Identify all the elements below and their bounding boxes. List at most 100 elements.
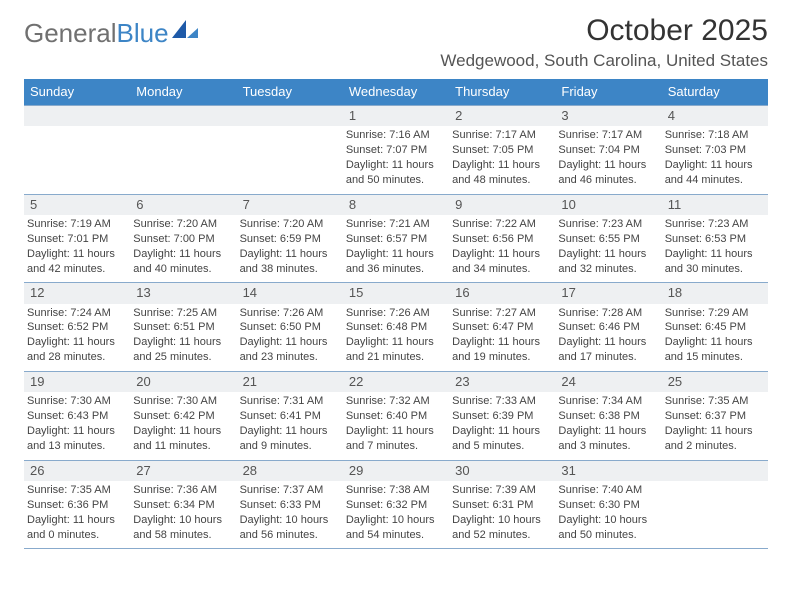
sunrise-text: Sunrise: 7:34 AM (558, 394, 659, 409)
sunrise-text: Sunrise: 7:20 AM (240, 217, 341, 232)
sunset-text: Sunset: 6:32 PM (346, 498, 447, 513)
sunset-text: Sunset: 6:59 PM (240, 232, 341, 247)
day-cell: 7Sunrise: 7:20 AMSunset: 6:59 PMDaylight… (237, 195, 343, 283)
weekday-header: Monday (130, 79, 236, 105)
daylight-text-line1: Daylight: 11 hours (452, 158, 553, 173)
sunset-text: Sunset: 6:31 PM (452, 498, 553, 513)
day-number: 24 (555, 372, 661, 392)
sunset-text: Sunset: 6:30 PM (558, 498, 659, 513)
daylight-text-line1: Daylight: 11 hours (27, 247, 128, 262)
day-cell: 20Sunrise: 7:30 AMSunset: 6:42 PMDayligh… (130, 372, 236, 460)
day-details: Sunrise: 7:23 AMSunset: 6:53 PMDaylight:… (662, 215, 768, 278)
daylight-text-line1: Daylight: 11 hours (346, 335, 447, 350)
day-details: Sunrise: 7:35 AMSunset: 6:36 PMDaylight:… (24, 481, 130, 544)
daylight-text-line2: and 38 minutes. (240, 262, 341, 277)
sunset-text: Sunset: 6:48 PM (346, 320, 447, 335)
day-number: 19 (24, 372, 130, 392)
day-details: Sunrise: 7:23 AMSunset: 6:55 PMDaylight:… (555, 215, 661, 278)
daylight-text-line2: and 7 minutes. (346, 439, 447, 454)
sunset-text: Sunset: 6:36 PM (27, 498, 128, 513)
day-number: 9 (449, 195, 555, 215)
day-number: 27 (130, 461, 236, 481)
sunrise-text: Sunrise: 7:17 AM (558, 128, 659, 143)
sunrise-text: Sunrise: 7:31 AM (240, 394, 341, 409)
daylight-text-line2: and 48 minutes. (452, 173, 553, 188)
sunrise-text: Sunrise: 7:24 AM (27, 306, 128, 321)
day-details: Sunrise: 7:22 AMSunset: 6:56 PMDaylight:… (449, 215, 555, 278)
sunrise-text: Sunrise: 7:19 AM (27, 217, 128, 232)
day-number: 4 (662, 106, 768, 126)
sunset-text: Sunset: 7:04 PM (558, 143, 659, 158)
day-details: Sunrise: 7:30 AMSunset: 6:43 PMDaylight:… (24, 392, 130, 455)
daylight-text-line1: Daylight: 11 hours (558, 335, 659, 350)
day-cell: 15Sunrise: 7:26 AMSunset: 6:48 PMDayligh… (343, 283, 449, 371)
day-number: 28 (237, 461, 343, 481)
day-cell: 26Sunrise: 7:35 AMSunset: 6:36 PMDayligh… (24, 461, 130, 549)
day-number-empty (24, 106, 130, 126)
sunrise-text: Sunrise: 7:16 AM (346, 128, 447, 143)
sunset-text: Sunset: 6:43 PM (27, 409, 128, 424)
daylight-text-line2: and 50 minutes. (346, 173, 447, 188)
sunrise-text: Sunrise: 7:21 AM (346, 217, 447, 232)
sunrise-text: Sunrise: 7:30 AM (133, 394, 234, 409)
sunset-text: Sunset: 6:37 PM (665, 409, 766, 424)
weekday-header: Thursday (449, 79, 555, 105)
sunrise-text: Sunrise: 7:30 AM (27, 394, 128, 409)
day-cell: 5Sunrise: 7:19 AMSunset: 7:01 PMDaylight… (24, 195, 130, 283)
day-details: Sunrise: 7:34 AMSunset: 6:38 PMDaylight:… (555, 392, 661, 455)
day-cell: 6Sunrise: 7:20 AMSunset: 7:00 PMDaylight… (130, 195, 236, 283)
week-row: 19Sunrise: 7:30 AMSunset: 6:43 PMDayligh… (24, 371, 768, 460)
day-number: 8 (343, 195, 449, 215)
daylight-text-line1: Daylight: 11 hours (240, 247, 341, 262)
day-details: Sunrise: 7:25 AMSunset: 6:51 PMDaylight:… (130, 304, 236, 367)
day-cell: 23Sunrise: 7:33 AMSunset: 6:39 PMDayligh… (449, 372, 555, 460)
day-number: 11 (662, 195, 768, 215)
daylight-text-line2: and 44 minutes. (665, 173, 766, 188)
day-number: 23 (449, 372, 555, 392)
day-cell: 29Sunrise: 7:38 AMSunset: 6:32 PMDayligh… (343, 461, 449, 549)
day-cell: 21Sunrise: 7:31 AMSunset: 6:41 PMDayligh… (237, 372, 343, 460)
daylight-text-line1: Daylight: 11 hours (240, 335, 341, 350)
day-cell (662, 461, 768, 549)
day-number: 12 (24, 283, 130, 303)
day-details: Sunrise: 7:36 AMSunset: 6:34 PMDaylight:… (130, 481, 236, 544)
daylight-text-line1: Daylight: 11 hours (346, 158, 447, 173)
day-cell: 22Sunrise: 7:32 AMSunset: 6:40 PMDayligh… (343, 372, 449, 460)
sunset-text: Sunset: 6:50 PM (240, 320, 341, 335)
daylight-text-line2: and 0 minutes. (27, 528, 128, 543)
daylight-text-line2: and 17 minutes. (558, 350, 659, 365)
day-details: Sunrise: 7:39 AMSunset: 6:31 PMDaylight:… (449, 481, 555, 544)
daylight-text-line1: Daylight: 11 hours (133, 335, 234, 350)
day-cell: 31Sunrise: 7:40 AMSunset: 6:30 PMDayligh… (555, 461, 661, 549)
day-cell: 24Sunrise: 7:34 AMSunset: 6:38 PMDayligh… (555, 372, 661, 460)
sunrise-text: Sunrise: 7:38 AM (346, 483, 447, 498)
day-details: Sunrise: 7:17 AMSunset: 7:05 PMDaylight:… (449, 126, 555, 189)
sunrise-text: Sunrise: 7:32 AM (346, 394, 447, 409)
day-number: 10 (555, 195, 661, 215)
day-number: 13 (130, 283, 236, 303)
sunset-text: Sunset: 6:39 PM (452, 409, 553, 424)
day-cell: 19Sunrise: 7:30 AMSunset: 6:43 PMDayligh… (24, 372, 130, 460)
day-details: Sunrise: 7:20 AMSunset: 6:59 PMDaylight:… (237, 215, 343, 278)
daylight-text-line1: Daylight: 10 hours (346, 513, 447, 528)
sunrise-text: Sunrise: 7:29 AM (665, 306, 766, 321)
day-cell: 9Sunrise: 7:22 AMSunset: 6:56 PMDaylight… (449, 195, 555, 283)
day-cell: 10Sunrise: 7:23 AMSunset: 6:55 PMDayligh… (555, 195, 661, 283)
daylight-text-line2: and 3 minutes. (558, 439, 659, 454)
day-number: 22 (343, 372, 449, 392)
day-cell: 14Sunrise: 7:26 AMSunset: 6:50 PMDayligh… (237, 283, 343, 371)
day-cell: 28Sunrise: 7:37 AMSunset: 6:33 PMDayligh… (237, 461, 343, 549)
daylight-text-line2: and 19 minutes. (452, 350, 553, 365)
sunset-text: Sunset: 6:34 PM (133, 498, 234, 513)
header: GeneralBlue October 2025 Wedgewood, Sout… (24, 14, 768, 77)
day-cell: 18Sunrise: 7:29 AMSunset: 6:45 PMDayligh… (662, 283, 768, 371)
daylight-text-line2: and 9 minutes. (240, 439, 341, 454)
sunset-text: Sunset: 6:40 PM (346, 409, 447, 424)
sunset-text: Sunset: 6:42 PM (133, 409, 234, 424)
day-cell: 8Sunrise: 7:21 AMSunset: 6:57 PMDaylight… (343, 195, 449, 283)
daylight-text-line2: and 11 minutes. (133, 439, 234, 454)
day-number: 2 (449, 106, 555, 126)
sunrise-text: Sunrise: 7:40 AM (558, 483, 659, 498)
sunset-text: Sunset: 6:57 PM (346, 232, 447, 247)
sunrise-text: Sunrise: 7:22 AM (452, 217, 553, 232)
